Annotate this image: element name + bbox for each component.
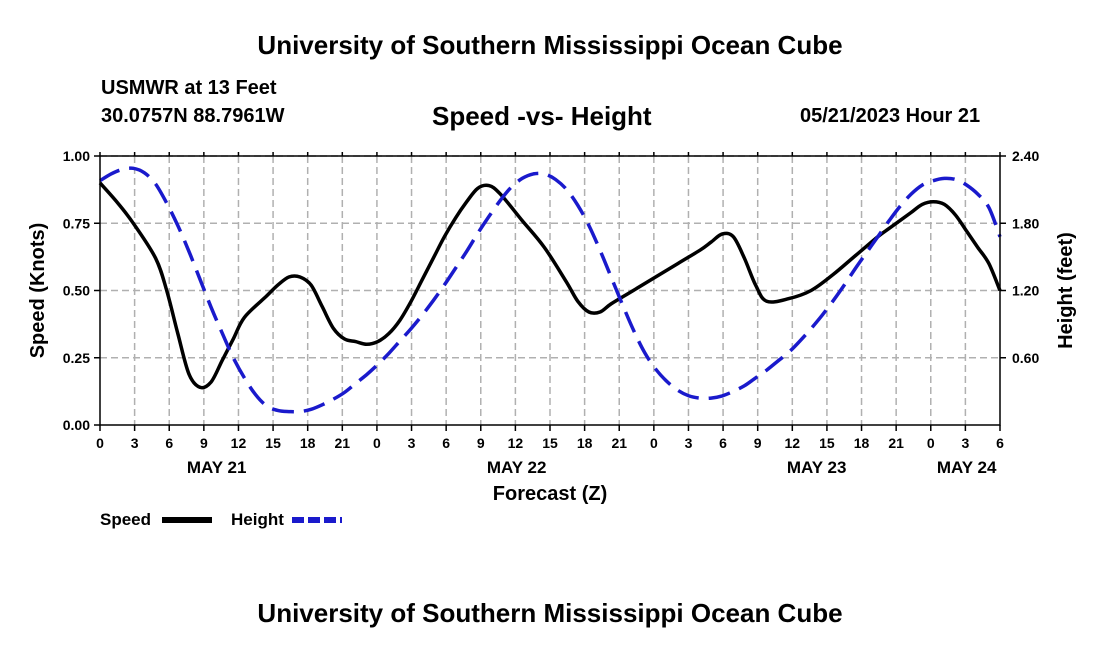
x-tick-label: 15 [819,435,835,451]
x-tick-label: 6 [719,435,727,451]
x-tick-label: 3 [685,435,693,451]
x-tick-label: 0 [373,435,381,451]
y-tick-label: 0.75 [63,215,90,231]
grid-lines [100,155,1000,425]
date-label: MAY 22 [487,458,547,477]
legend: Speed Height [100,510,342,529]
x-tick-label: 0 [96,435,104,451]
x-tick-label: 9 [477,435,485,451]
x-tick-label: 9 [754,435,762,451]
x-tick-label: 3 [131,435,139,451]
series-lines [98,166,1002,414]
x-tick-label: 12 [231,435,247,451]
y2-tick-label: 2.40 [1012,148,1039,164]
y2-tick-label: 1.80 [1012,215,1039,231]
legend-height-label: Height [231,510,284,529]
x-tick-label: 6 [442,435,450,451]
station-coordinates: 30.0757N 88.7961W [101,105,285,127]
x-tick-label: 3 [408,435,416,451]
height-series-line [99,166,1002,414]
date-label: MAY 24 [937,458,997,477]
axis-ticks [94,152,1006,431]
chart-title: Speed -vs- Height [432,101,652,131]
x-tick-label: 3 [961,435,969,451]
x-tick-label: 18 [854,435,870,451]
y-tick-label: 1.00 [63,148,90,164]
x-tick-label: 0 [927,435,935,451]
y-tick-label: 0.25 [63,350,90,366]
x-tick-label: 9 [200,435,208,451]
y-axis-title: Speed (Knots) [27,223,49,359]
legend-speed-label: Speed [100,510,151,529]
axis-labels: 0 3 6 9 12 15 18 21 0 3 6 9 12 15 18 21 0 3 6 9 12 15 18 21 0 3 6 0… [63,148,1040,477]
y2-tick-label: 0.60 [1012,350,1039,366]
x-tick-label: 21 [335,435,351,451]
x-tick-label: 18 [300,435,316,451]
x-tick-label: 6 [996,435,1004,451]
date-label: MAY 21 [187,458,247,477]
x-tick-label: 18 [577,435,593,451]
x-axis-title: Forecast (Z) [493,483,607,505]
footer-title: University of Southern Mississippi Ocean… [257,598,843,628]
x-tick-label: 0 [650,435,658,451]
x-tick-label: 12 [785,435,801,451]
x-tick-label: 15 [542,435,558,451]
main-title: University of Southern Mississippi Ocean… [257,30,843,60]
station-name: USMWR at 13 Feet [101,77,277,99]
x-tick-label: 21 [888,435,904,451]
date-label: MAY 23 [787,458,847,477]
x-tick-label: 6 [165,435,173,451]
y2-tick-label: 1.20 [1012,283,1039,299]
x-tick-label: 12 [508,435,524,451]
y-tick-label: 0.00 [63,417,90,433]
x-tick-label: 21 [611,435,627,451]
forecast-run-time: 05/21/2023 Hour 21 [800,105,981,127]
y2-axis-title: Height (feet) [1055,232,1077,349]
speed-height-chart: 0 3 6 9 12 15 18 21 0 3 6 9 12 15 18 21 0 3 6 9 12 15 18 21 0 3 6 0… [27,148,1077,529]
y-tick-label: 0.50 [63,283,90,299]
x-tick-label: 15 [265,435,281,451]
